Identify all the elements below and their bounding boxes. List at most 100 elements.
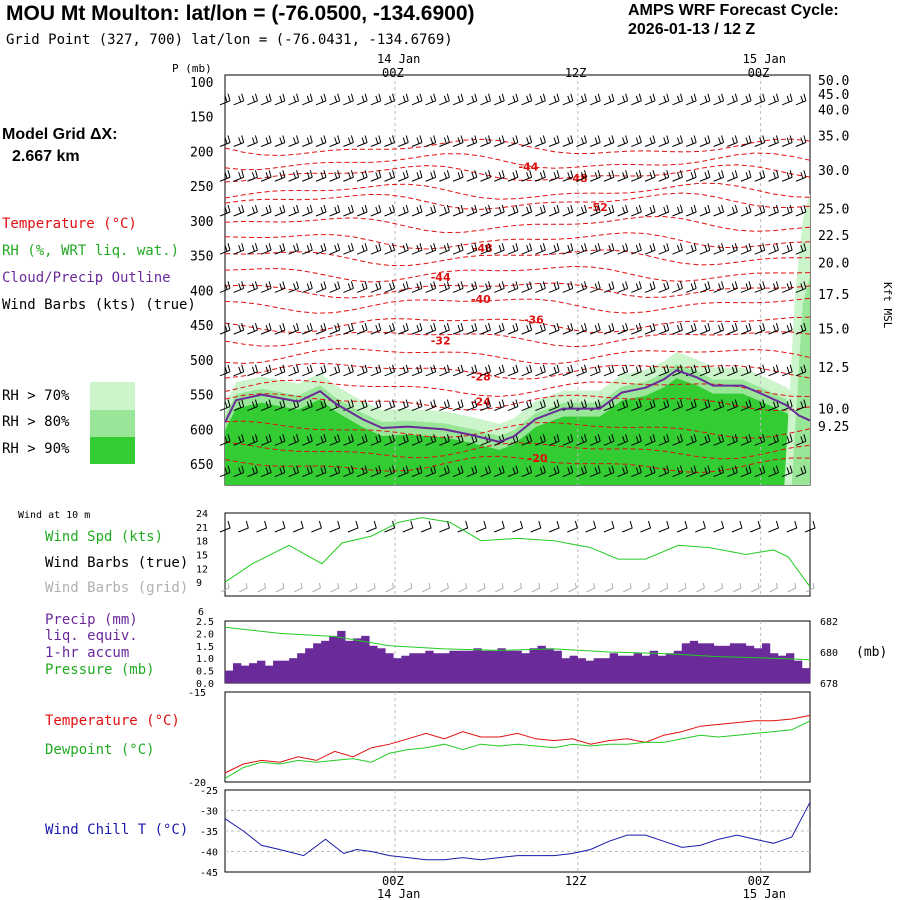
wind-barb — [658, 170, 670, 182]
wind-barb — [343, 322, 354, 335]
wind-barb — [548, 434, 560, 446]
wind-barb — [247, 243, 258, 255]
precip-bar — [633, 653, 643, 683]
precip-bar — [601, 658, 610, 683]
wind-barb — [356, 204, 368, 217]
wind-barb-grid — [787, 582, 797, 593]
wind-barb — [644, 93, 656, 106]
precip-bar — [441, 653, 450, 683]
wind-barb — [288, 364, 300, 377]
wind-barb — [260, 281, 272, 293]
wind-barb — [740, 135, 752, 147]
wind-barb-grid — [476, 582, 486, 593]
wind-barb — [411, 364, 423, 377]
wind-barb — [315, 170, 327, 182]
precip-bar — [289, 658, 298, 683]
wind-barb — [384, 364, 396, 377]
wind-barb — [617, 364, 629, 377]
wind-barb — [315, 399, 327, 412]
wind-barb — [576, 281, 587, 293]
legend-dewpoint: Dewpoint (°C) — [45, 742, 155, 758]
wind-barb — [617, 399, 629, 412]
p-tick-label: 300 — [190, 215, 213, 230]
temperature-contour-label: -36 — [524, 314, 544, 327]
wind-barb — [288, 243, 300, 255]
wind-barb-grid — [750, 582, 760, 593]
wind-barb — [411, 281, 423, 293]
wind-barb — [384, 399, 396, 412]
wind-barb — [507, 243, 519, 255]
precip-bar — [257, 660, 266, 683]
wind-barb — [644, 204, 656, 217]
height-tick-label: 12.5 — [818, 361, 849, 376]
wind-barb-grid — [494, 582, 504, 593]
wind-barb-10m — [256, 520, 268, 533]
wind-barb — [233, 170, 245, 182]
wind-barb — [713, 364, 725, 377]
rh-contour-line — [224, 138, 811, 157]
p-tick-label: 200 — [190, 145, 213, 160]
grid-point-subtitle: Grid Point (327, 700) lat/lon = (-76.043… — [6, 32, 453, 48]
top-time-label: 00Z — [748, 66, 770, 80]
wind-barb — [548, 399, 560, 412]
wind-barb — [699, 170, 711, 182]
rh-contour-line — [224, 192, 811, 210]
precip-bar — [433, 653, 442, 683]
wind-barb — [219, 170, 231, 182]
wind-barb — [699, 281, 711, 293]
precip-bar — [569, 655, 578, 683]
wind-barb — [398, 281, 409, 293]
wind-barb — [329, 93, 341, 106]
precip-bar — [681, 643, 691, 683]
bottom-date-label: 15 Jan — [743, 887, 786, 900]
precip-bar — [481, 650, 490, 683]
wind-barb — [356, 170, 368, 182]
wind-barb — [425, 243, 437, 255]
wind-barb — [384, 281, 396, 293]
wind-barb — [247, 204, 258, 217]
wind-barb — [233, 243, 245, 255]
wind-barb — [302, 281, 313, 293]
wind-barb — [631, 399, 642, 412]
wind-barb — [740, 434, 752, 446]
wind-barb — [370, 93, 382, 106]
wind-barb — [713, 243, 725, 255]
wind-barb — [425, 364, 437, 377]
height-tick-label: 30.0 — [818, 164, 849, 179]
wind-barb — [398, 204, 409, 217]
pressure-line — [224, 626, 811, 661]
wind-barb-grid — [677, 582, 687, 593]
precip-bar — [625, 655, 634, 683]
wind-barb — [247, 93, 258, 106]
wind-barb — [740, 281, 752, 293]
p-tick-label: 400 — [190, 284, 213, 299]
rh-contour-line — [224, 441, 811, 460]
wind-barb — [617, 170, 629, 182]
legend-precip: Precip (mm) — [45, 612, 138, 628]
wind-barb — [302, 364, 313, 377]
wind-barb — [603, 93, 615, 106]
wind-barb — [411, 322, 423, 335]
wind-barb — [713, 399, 725, 412]
wind-barb — [590, 364, 601, 377]
dewpoint-line — [224, 720, 811, 779]
wind-tick-label: 9 — [196, 578, 202, 589]
wind-barb — [507, 204, 519, 217]
precip-bar — [409, 653, 418, 683]
precip-bar — [473, 648, 482, 683]
legend-temperature-2m: Temperature (°C) — [45, 713, 180, 729]
wind-barb — [631, 434, 642, 446]
wind-barb — [288, 93, 300, 106]
wind-barb — [302, 135, 313, 147]
wind-barb — [219, 243, 231, 255]
wind-barb — [685, 465, 697, 478]
wind-barb — [576, 364, 587, 377]
precip-bar — [561, 658, 570, 683]
wind-barb — [370, 399, 382, 412]
wind-barb — [247, 434, 258, 446]
wind-barb-grid — [586, 582, 596, 593]
wind-barb — [260, 93, 272, 106]
wind-barb — [562, 204, 574, 217]
precip-bar — [529, 648, 538, 683]
precip-bar — [313, 643, 322, 683]
